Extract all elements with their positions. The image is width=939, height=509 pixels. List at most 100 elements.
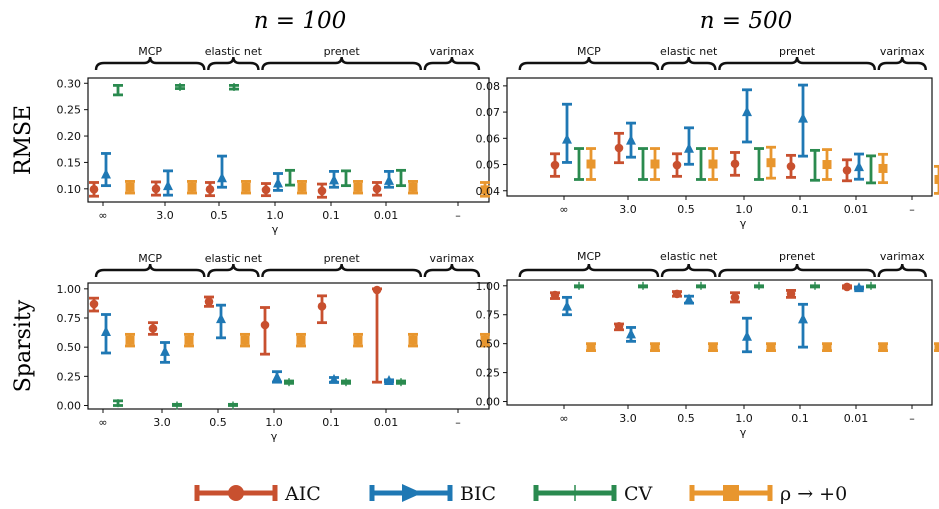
group-label: elastic net [660, 250, 718, 263]
marker [586, 342, 596, 352]
group-brace [877, 56, 927, 71]
point-aic-0-01 [842, 282, 852, 292]
group-label: prenet [324, 252, 361, 265]
point-cv-0-5 [696, 147, 706, 181]
x-tick-label-3-0: 3.0 [619, 203, 637, 216]
panel-4: 0.00 0.25 0.50 0.75 1.00 ∞ 3.0 0.5 1.0 0.1 0.01 – γ M… [476, 250, 939, 439]
point-cv-3-0 [172, 401, 182, 410]
marker [296, 335, 306, 345]
point-cv-3-0 [638, 147, 648, 181]
marker [562, 133, 572, 144]
point-cv-0-1 [341, 169, 351, 188]
group-brace [94, 263, 206, 278]
marker [586, 159, 596, 169]
legend: AIC BIC CV ρ → +0 [194, 483, 847, 505]
marker [550, 160, 560, 170]
marker [934, 342, 939, 352]
marker [854, 282, 864, 293]
marker [786, 162, 796, 171]
point-cv-inf [113, 83, 123, 97]
y-tick-label: 0.25 [476, 367, 501, 380]
plot-frame [506, 279, 933, 406]
x-axis-label: γ [271, 430, 278, 443]
legend-item-rho: ρ → +0 [689, 483, 847, 505]
point-cv-0-1 [810, 148, 820, 182]
marker [742, 330, 752, 341]
point-cv-1-0 [284, 378, 294, 387]
point-rho-3-0 [650, 342, 660, 353]
y-tick-label: 1.00 [476, 280, 501, 293]
panel-1: 0.10 0.15 0.20 0.25 0.30 ∞ 3.0 0.5 1.0 0.1 0.01 – γ M… [57, 45, 490, 236]
point-aic-0-01 [372, 285, 382, 384]
marker [878, 163, 888, 173]
point-cv-1-0 [285, 168, 295, 187]
x-axis-label: γ [740, 217, 747, 230]
point-cv-0-1 [810, 281, 820, 290]
ylabel-bottom: Sparsity [11, 299, 36, 392]
group-label: MCP [138, 252, 162, 265]
marker [672, 289, 682, 299]
legend-marker-triangle-icon [402, 484, 422, 502]
point-rho-0-5 [708, 147, 718, 181]
y-tick-label: 0.50 [476, 338, 501, 351]
marker [384, 375, 394, 385]
marker [822, 160, 832, 170]
marker [480, 185, 490, 195]
point-rho-0-1 [822, 342, 832, 353]
marker [241, 182, 251, 192]
marker [650, 159, 660, 169]
marker [766, 342, 776, 352]
group-brace [518, 56, 660, 71]
group-label: elastic net [660, 45, 718, 58]
legend-label: BIC [460, 483, 496, 505]
marker [163, 180, 173, 191]
legend-label: AIC [284, 483, 321, 505]
point-aic-3-0 [148, 321, 158, 336]
marker [798, 313, 808, 324]
marker [742, 106, 752, 117]
point-aic-0-1 [786, 153, 796, 179]
y-tick-label: 0.75 [476, 309, 501, 322]
point-aic-1-0 [261, 182, 271, 198]
group-brace [94, 56, 206, 71]
legend-marker-square-icon [723, 485, 739, 501]
marker [650, 342, 660, 352]
point-bic-3-0 [163, 169, 173, 197]
point-rho-varimax [480, 181, 490, 198]
marker [562, 300, 572, 311]
marker [125, 335, 135, 345]
point-cv-1-0 [754, 281, 764, 290]
marker [708, 342, 718, 352]
marker [842, 166, 852, 175]
x-tick-label-inf: ∞ [98, 209, 107, 222]
marker [798, 112, 808, 123]
plot-frame [506, 77, 933, 197]
point-bic-0-5 [217, 154, 227, 189]
marker [614, 321, 624, 331]
x-tick-label-varimax: – [909, 203, 915, 216]
chart-panels: 0.10 0.15 0.20 0.25 0.30 ∞ 3.0 0.5 1.0 0.1 0.01 – γ M… [57, 45, 939, 443]
marker [272, 371, 282, 382]
x-tick-label-0-5: 0.5 [677, 203, 695, 216]
point-cv-0-5 [229, 82, 239, 91]
group-label: varimax [430, 252, 475, 265]
marker [730, 293, 740, 302]
point-bic-inf [562, 295, 572, 317]
point-rho-0-5 [241, 180, 251, 195]
point-bic-1-0 [273, 172, 283, 192]
column-title-right: n = 500 [700, 8, 793, 34]
marker [626, 328, 636, 339]
group-brace [261, 263, 423, 278]
marker [217, 172, 227, 183]
marker [730, 159, 740, 169]
point-bic-0-01 [854, 152, 864, 181]
group-label: prenet [779, 250, 816, 263]
point-bic-3-0 [626, 121, 636, 159]
x-tick-label-inf: ∞ [559, 203, 568, 216]
point-rho-0-1 [353, 180, 363, 195]
point-bic-3-0 [626, 326, 636, 343]
group-brace [877, 263, 927, 278]
point-cv-0-01 [866, 281, 876, 290]
x-tick-label-varimax: – [909, 412, 915, 425]
